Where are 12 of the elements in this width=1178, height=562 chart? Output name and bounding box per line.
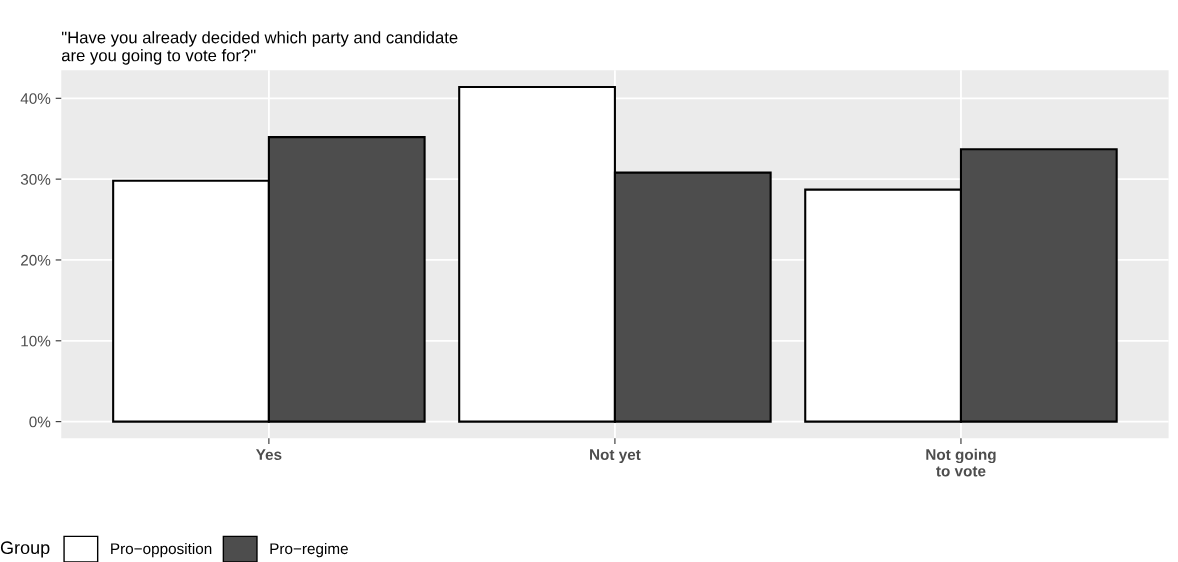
x-tick-label: Yes xyxy=(255,449,282,460)
chart-title: "Have you already decided which party and candidate are you going to vote for?" xyxy=(61,31,458,65)
legend-label: Pro−opposition xyxy=(111,542,212,558)
y-tick-label: 20% xyxy=(21,254,51,266)
legend-label: Pro−regime xyxy=(270,542,348,558)
y-tick-label: 30% xyxy=(20,174,51,185)
x-tick-label: Not going to vote xyxy=(926,448,996,477)
y-tick-label: 40% xyxy=(20,93,51,104)
x-tick-label: Not yet xyxy=(590,449,641,464)
y-tick-label: 10% xyxy=(21,335,51,347)
legend-title: Group xyxy=(0,541,50,558)
y-tick-label: 0% xyxy=(29,416,51,428)
